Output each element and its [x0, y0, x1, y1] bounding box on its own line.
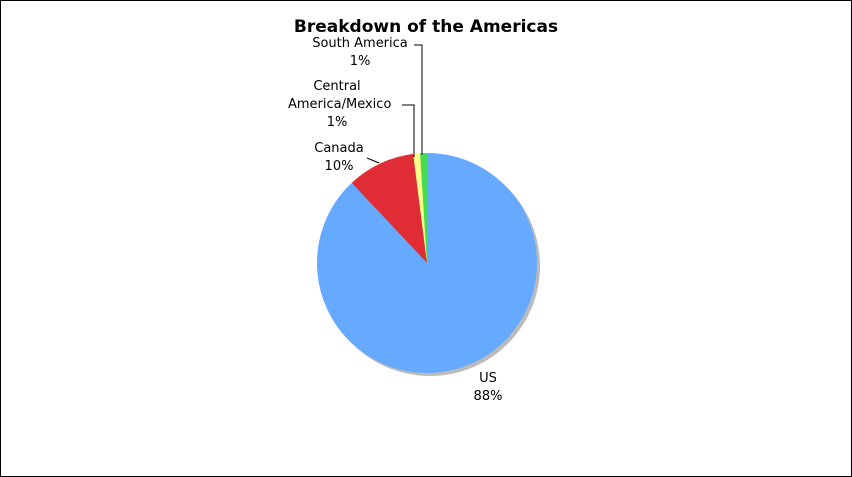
slice-value-label: 10%: [324, 159, 354, 174]
slice-value-label: 1%: [326, 115, 348, 130]
slice-label: Central America/Mexico: [288, 79, 392, 112]
chart-title: Breakdown of the Americas: [293, 17, 559, 37]
pie-slice: [351, 153, 427, 263]
slice-label: South America: [312, 36, 408, 51]
slice-value-label: 88%: [473, 389, 503, 404]
leader-line: [402, 104, 415, 157]
leader-line: [414, 44, 423, 155]
slice-label: Canada: [314, 141, 364, 156]
pie-slice: [420, 153, 427, 263]
leader-line: [366, 157, 380, 164]
pie-slice: [413, 153, 427, 263]
slice-value-label: 1%: [349, 54, 371, 69]
slice-label: US: [479, 371, 497, 386]
